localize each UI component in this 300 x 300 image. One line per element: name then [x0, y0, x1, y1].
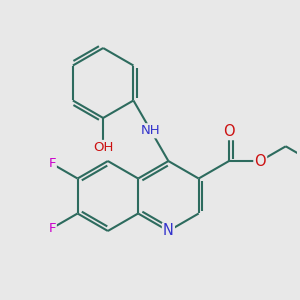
- Text: O: O: [223, 124, 235, 139]
- Text: OH: OH: [93, 141, 113, 154]
- Text: O: O: [254, 154, 266, 169]
- Text: N: N: [163, 224, 174, 238]
- Text: NH: NH: [141, 124, 161, 137]
- Text: F: F: [48, 222, 56, 235]
- Text: F: F: [48, 157, 56, 170]
